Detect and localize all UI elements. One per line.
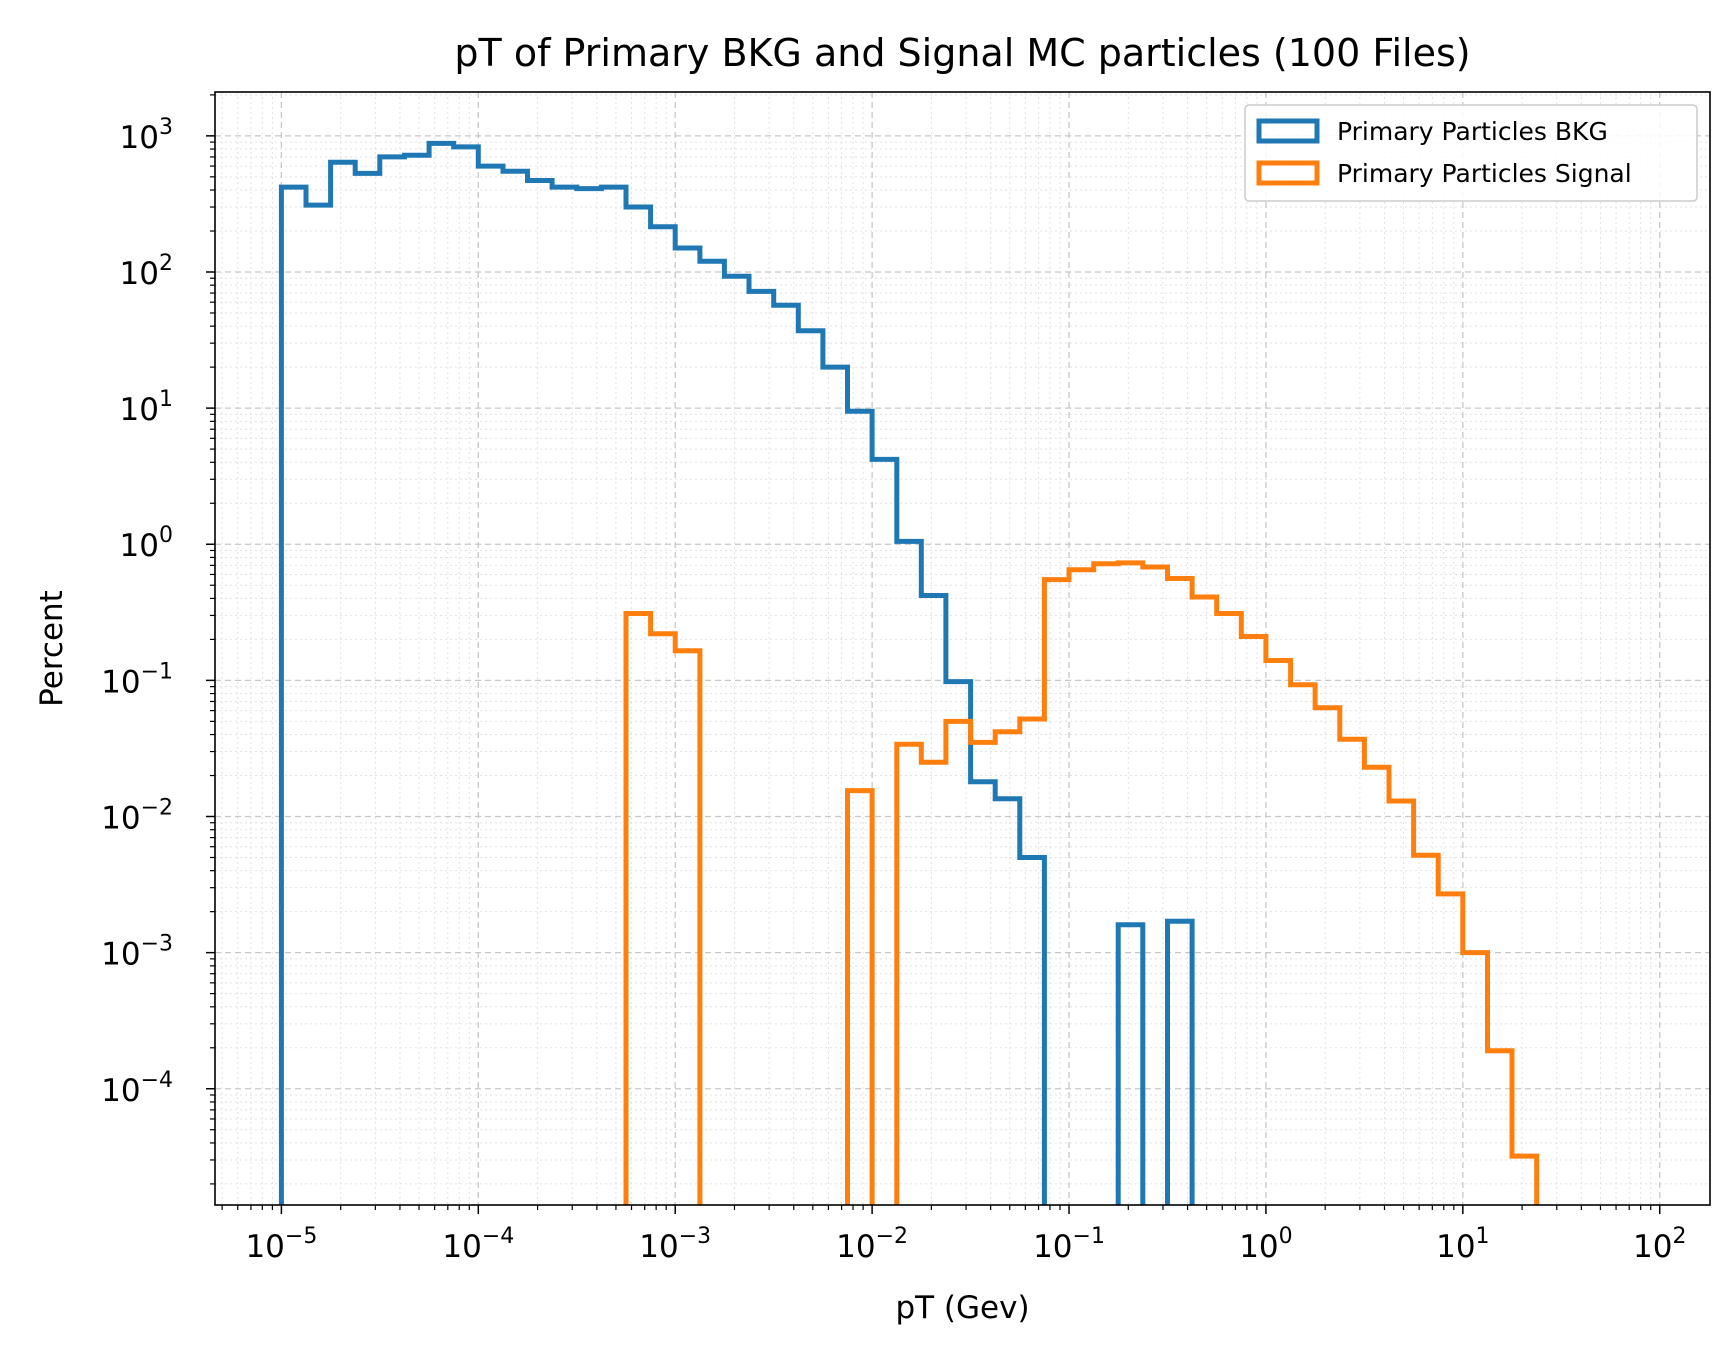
x-tick-label: 102 xyxy=(1633,1224,1686,1265)
chart-title: pT of Primary BKG and Signal MC particle… xyxy=(454,31,1470,75)
legend: Primary Particles BKG Primary Particles S… xyxy=(1244,104,1698,202)
y-axis-label: Percent xyxy=(34,590,70,707)
x-tick-label: 10−5 xyxy=(245,1224,317,1265)
y-tick-label: 10−1 xyxy=(101,659,173,700)
legend-swatch xyxy=(1256,118,1320,144)
x-tick-label: 10−3 xyxy=(639,1224,711,1265)
x-tick-label: 100 xyxy=(1239,1224,1292,1265)
legend-label: Primary Particles BKG xyxy=(1337,117,1608,146)
y-tick-label: 102 xyxy=(120,251,173,292)
y-tick-label: 10−2 xyxy=(101,796,173,837)
legend-swatch xyxy=(1256,160,1320,186)
y-tick-label: 103 xyxy=(120,115,173,156)
y-tick-label: 100 xyxy=(120,523,173,564)
x-tick-label: 10−1 xyxy=(1033,1224,1105,1265)
x-tick-label: 10−2 xyxy=(836,1224,908,1265)
plot-area-frame xyxy=(214,91,1711,1206)
y-tick-label: 10−3 xyxy=(101,932,173,973)
y-tick-label: 10−4 xyxy=(101,1068,173,1109)
x-tick-label: 101 xyxy=(1436,1224,1489,1265)
histogram-series-signal xyxy=(623,560,1540,1205)
x-tick-label: 10−4 xyxy=(442,1224,514,1265)
histogram-series xyxy=(278,140,1540,1205)
y-tick-label: 101 xyxy=(120,387,173,428)
axis-ticks: 10−5 10−4 10−3 10−2 10−1 100 101 102 10−4 10−3 10−… xyxy=(101,94,1686,1265)
legend-box xyxy=(1244,104,1698,202)
legend-label: Primary Particles Signal xyxy=(1337,159,1632,188)
histogram-series-bkg xyxy=(278,140,1195,1205)
x-axis-label: pT (Gev) xyxy=(895,1290,1029,1326)
